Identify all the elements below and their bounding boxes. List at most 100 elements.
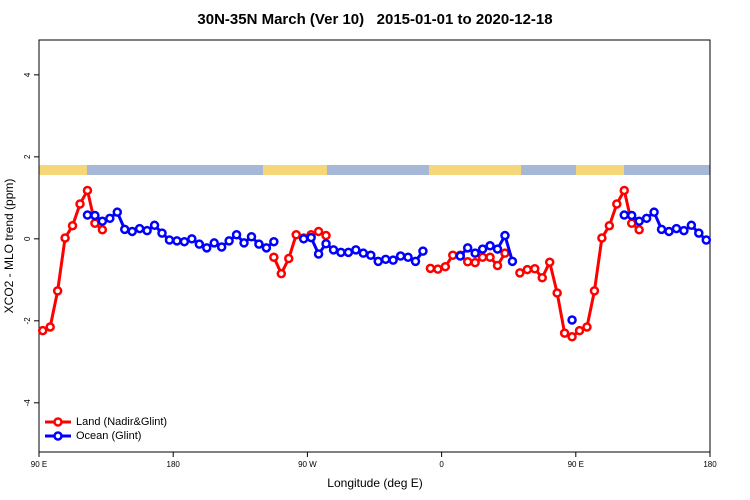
- point: [544, 257, 555, 267]
- point: [298, 234, 309, 244]
- point: [52, 286, 63, 296]
- point: [612, 199, 622, 209]
- point: [477, 244, 488, 254]
- point: [418, 246, 428, 256]
- point: [313, 249, 324, 259]
- point: [634, 225, 644, 235]
- point: [470, 257, 480, 268]
- point: [239, 238, 249, 248]
- x-tick-label: 90 E: [31, 460, 47, 469]
- point: [388, 255, 398, 265]
- point: [90, 218, 100, 228]
- point: [589, 286, 600, 296]
- point: [306, 232, 316, 243]
- point: [500, 230, 510, 241]
- point: [149, 220, 160, 231]
- point: [179, 236, 190, 247]
- chart-title: 30N-35N March (Ver 10) 2015-01-01 to 202…: [197, 11, 552, 28]
- point: [485, 241, 495, 251]
- point: [187, 234, 197, 244]
- x-tick-label: 90 W: [298, 460, 317, 469]
- point: [500, 248, 510, 258]
- point: [425, 263, 436, 274]
- point: [261, 243, 272, 253]
- point: [686, 220, 697, 231]
- point: [619, 210, 630, 220]
- point: [395, 251, 406, 261]
- point: [224, 236, 234, 246]
- y-tick-label: 0: [23, 236, 32, 241]
- point: [321, 230, 331, 241]
- point: [60, 233, 70, 243]
- x-tick-label: 180: [703, 460, 717, 469]
- point: [254, 239, 264, 249]
- point: [492, 244, 503, 254]
- point: [567, 332, 577, 342]
- point: [433, 264, 443, 274]
- y-tick-label: -4: [23, 399, 32, 407]
- point: [276, 268, 287, 279]
- point: [671, 223, 682, 234]
- point: [455, 251, 465, 261]
- point: [45, 322, 55, 332]
- point: [97, 225, 108, 235]
- y-tick-label: -2: [23, 317, 32, 325]
- point: [477, 252, 488, 263]
- point: [559, 328, 570, 338]
- point: [231, 229, 242, 240]
- point: [582, 322, 592, 332]
- point: [604, 220, 615, 231]
- point: [134, 223, 145, 234]
- point: [462, 243, 473, 253]
- point: [440, 261, 451, 272]
- y-tick-label: 4: [23, 72, 32, 77]
- point: [194, 239, 205, 249]
- point: [75, 199, 85, 209]
- point: [597, 233, 607, 243]
- point: [649, 207, 659, 217]
- point: [328, 245, 339, 255]
- point: [537, 273, 547, 283]
- point: [269, 236, 279, 247]
- legend-label: Ocean (Glint): [76, 430, 141, 442]
- point: [634, 216, 644, 226]
- x-tick-label: 180: [167, 460, 181, 469]
- y-axis-label: XCO2 - MLO trend (ppm): [2, 179, 16, 314]
- point: [157, 228, 167, 238]
- point: [462, 257, 473, 267]
- point: [269, 252, 279, 263]
- land-ocean-band: [39, 165, 710, 175]
- point: [515, 268, 525, 278]
- point: [105, 213, 115, 224]
- point: [112, 207, 123, 217]
- point: [366, 250, 376, 260]
- point: [403, 252, 413, 263]
- point: [358, 248, 369, 258]
- y-tick-label: 2: [23, 154, 32, 159]
- point: [119, 224, 130, 235]
- point: [485, 252, 495, 263]
- x-tick-label: 90 E: [568, 460, 584, 469]
- point: [626, 218, 637, 228]
- point: [164, 235, 175, 245]
- point: [410, 256, 421, 267]
- x-axis-label: Longitude (deg E): [327, 476, 422, 490]
- point: [619, 185, 630, 196]
- legend-marker: [53, 417, 63, 427]
- point: [552, 288, 562, 298]
- point: [343, 247, 354, 258]
- point: [574, 325, 585, 336]
- point: [216, 242, 227, 252]
- point: [291, 229, 301, 240]
- point: [380, 254, 391, 265]
- point: [373, 256, 383, 267]
- point: [626, 210, 637, 221]
- point: [284, 253, 294, 264]
- point: [448, 250, 458, 260]
- point: [351, 245, 361, 255]
- point: [492, 260, 503, 271]
- point: [470, 248, 480, 258]
- point: [172, 236, 182, 246]
- point: [127, 226, 137, 237]
